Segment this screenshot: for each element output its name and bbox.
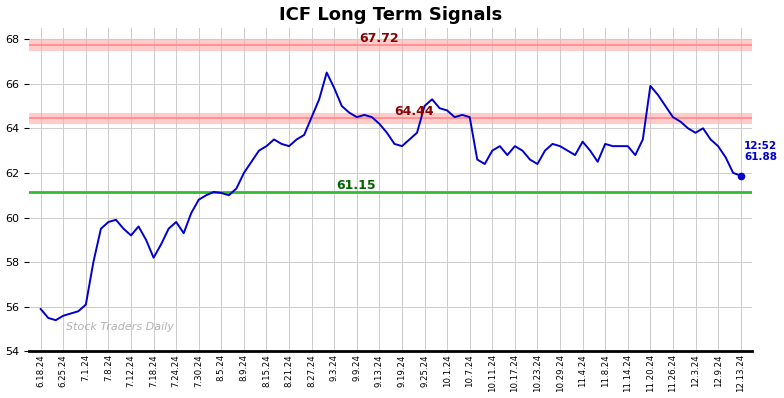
Text: 61.15: 61.15 — [336, 179, 376, 192]
Text: Stock Traders Daily: Stock Traders Daily — [66, 322, 173, 332]
Title: ICF Long Term Signals: ICF Long Term Signals — [279, 6, 503, 23]
Text: 12:52
61.88: 12:52 61.88 — [744, 140, 777, 162]
Text: 64.44: 64.44 — [394, 105, 434, 119]
Text: 67.72: 67.72 — [359, 32, 399, 45]
